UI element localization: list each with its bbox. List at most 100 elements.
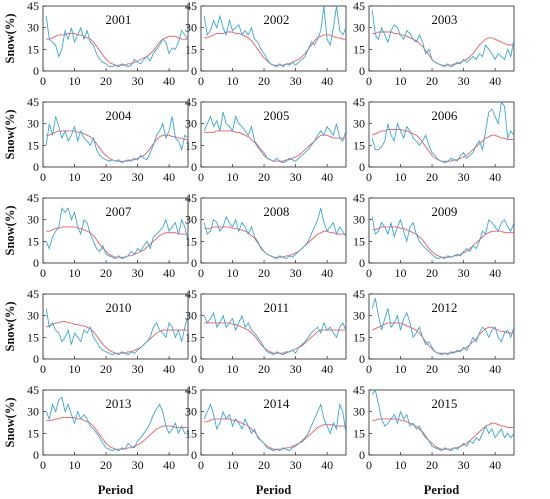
panel-title: 2011 xyxy=(264,300,290,315)
x-tick-label: 0 xyxy=(366,458,372,472)
panel-title: 2003 xyxy=(431,12,457,27)
x-tick-label: 30 xyxy=(290,74,302,88)
x-tick-label: 30 xyxy=(458,458,470,472)
x-tick-label: 20 xyxy=(100,74,112,88)
panel-2009: 0 15 30 45 0 10 20 30 40 2009 xyxy=(353,191,515,280)
y-tick-label: 15 xyxy=(353,234,365,248)
x-tick-label: 40 xyxy=(163,74,175,88)
series-line-blue xyxy=(371,10,514,68)
y-tick-label: 15 xyxy=(353,426,365,440)
x-tick-label: 40 xyxy=(489,362,501,376)
x-tick-label: 0 xyxy=(198,266,204,280)
y-tick-label: 0 xyxy=(191,64,197,78)
panel-2006: 0 15 30 45 0 10 20 30 40 2006 xyxy=(353,95,515,184)
x-tick-label: 30 xyxy=(458,74,470,88)
series-line-blue xyxy=(45,308,188,356)
x-axis-label: Period xyxy=(256,483,291,497)
y-tick-label: 15 xyxy=(27,234,39,248)
panel-title: 2010 xyxy=(105,300,131,315)
y-tick-label: 0 xyxy=(191,352,197,366)
y-tick-label: 45 xyxy=(27,287,39,301)
series-line-blue xyxy=(203,207,346,260)
y-tick-label: 15 xyxy=(353,330,365,344)
y-axis-label: Snow(%) xyxy=(3,13,17,63)
y-tick-label: 45 xyxy=(185,287,197,301)
x-tick-label: 10 xyxy=(395,458,407,472)
y-tick-label: 30 xyxy=(185,405,197,419)
y-tick-label: 15 xyxy=(185,330,197,344)
y-tick-label: 0 xyxy=(33,448,39,462)
series-line-red xyxy=(372,322,514,354)
panel-title: 2009 xyxy=(431,204,457,219)
x-tick-label: 10 xyxy=(227,170,239,184)
y-tick-label: 15 xyxy=(353,138,365,152)
x-tick-label: 40 xyxy=(489,266,501,280)
y-tick-label: 45 xyxy=(27,191,39,205)
y-tick-label: 45 xyxy=(27,95,39,109)
y-tick-label: 45 xyxy=(353,0,365,13)
y-tick-label: 0 xyxy=(191,256,197,270)
series-line-blue xyxy=(45,206,188,260)
y-tick-label: 15 xyxy=(27,426,39,440)
y-tick-label: 45 xyxy=(353,95,365,109)
x-tick-label: 20 xyxy=(426,458,438,472)
y-tick-label: 30 xyxy=(185,213,197,227)
y-tick-label: 30 xyxy=(27,405,39,419)
y-tick-label: 30 xyxy=(185,21,197,35)
x-tick-label: 20 xyxy=(258,74,270,88)
series-line-blue xyxy=(203,111,346,164)
x-tick-label: 30 xyxy=(458,266,470,280)
x-tick-label: 20 xyxy=(100,170,112,184)
y-tick-label: 45 xyxy=(185,191,197,205)
x-tick-label: 10 xyxy=(69,458,81,472)
x-axis-label: Period xyxy=(424,483,459,497)
x-tick-label: 20 xyxy=(100,266,112,280)
panel-2008: 0 15 30 45 0 10 20 30 40 2008 xyxy=(185,191,347,280)
y-tick-label: 15 xyxy=(27,330,39,344)
series-line-red xyxy=(46,130,188,162)
y-tick-label: 0 xyxy=(33,256,39,270)
x-tick-label: 40 xyxy=(163,458,175,472)
x-tick-label: 30 xyxy=(132,74,144,88)
y-tick-label: 15 xyxy=(27,42,39,56)
y-tick-label: 15 xyxy=(185,42,197,56)
x-tick-label: 40 xyxy=(321,74,333,88)
x-tick-label: 0 xyxy=(40,74,46,88)
plot-frame xyxy=(200,293,347,360)
y-tick-label: 30 xyxy=(353,21,365,35)
plot-frame xyxy=(42,389,189,456)
y-tick-label: 0 xyxy=(359,64,365,78)
x-tick-label: 10 xyxy=(69,266,81,280)
x-tick-label: 40 xyxy=(321,458,333,472)
x-tick-label: 0 xyxy=(198,170,204,184)
x-tick-label: 20 xyxy=(258,362,270,376)
y-tick-label: 45 xyxy=(27,0,39,13)
y-tick-label: 15 xyxy=(185,426,197,440)
y-tick-label: 30 xyxy=(27,117,39,131)
series-line-red xyxy=(204,31,346,66)
y-tick-label: 0 xyxy=(359,352,365,366)
x-tick-label: 10 xyxy=(395,266,407,280)
panel-title: 2001 xyxy=(105,12,131,27)
y-tick-label: 15 xyxy=(353,42,365,56)
panel-2004: 0 15 30 45 0 10 20 30 40 2004 Snow(%) xyxy=(3,95,189,184)
panel-title: 2004 xyxy=(105,108,132,123)
panel-title: 2008 xyxy=(263,204,289,219)
panel-2015: 0 15 30 45 0 10 20 30 40 2015 Period xyxy=(353,383,515,497)
panel-title: 2015 xyxy=(431,396,457,411)
x-tick-label: 30 xyxy=(132,362,144,376)
x-tick-label: 30 xyxy=(290,266,302,280)
x-tick-label: 20 xyxy=(100,458,112,472)
series-line-blue xyxy=(203,6,346,68)
y-tick-label: 30 xyxy=(27,309,39,323)
plot-frame xyxy=(42,293,189,360)
plot-frame xyxy=(200,197,347,264)
panel-2013: 0 15 30 45 0 10 20 30 40 2013 Snow(%) Period xyxy=(3,383,189,497)
y-axis-label: Snow(%) xyxy=(3,109,17,159)
x-tick-label: 10 xyxy=(395,74,407,88)
x-tick-label: 30 xyxy=(290,170,302,184)
y-tick-label: 30 xyxy=(185,309,197,323)
panel-title: 2006 xyxy=(431,108,458,123)
y-tick-label: 45 xyxy=(353,191,365,205)
